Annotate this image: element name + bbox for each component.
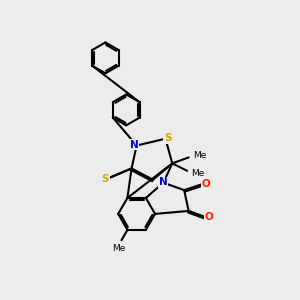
Text: N: N xyxy=(159,177,168,187)
Text: Me: Me xyxy=(191,169,204,178)
Text: S: S xyxy=(102,174,109,184)
Text: Me: Me xyxy=(112,244,125,253)
Text: O: O xyxy=(201,179,210,189)
Text: S: S xyxy=(164,133,171,143)
Text: N: N xyxy=(130,140,139,150)
Text: Me: Me xyxy=(193,152,206,160)
Text: O: O xyxy=(204,212,213,223)
